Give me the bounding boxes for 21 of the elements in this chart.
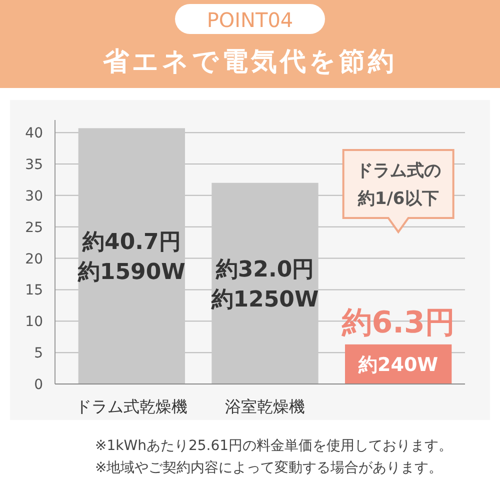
text: ※1kWhあたり25.61円の料金単価を使用しております。 <box>95 438 453 454</box>
y-tick-label: 5 <box>34 346 43 362</box>
chart-title: 省エネで電気代を節約 <box>102 47 397 77</box>
bar <box>78 128 185 384</box>
y-tick-label: 35 <box>25 157 43 173</box>
y-tick-label: 25 <box>25 220 43 236</box>
data-label: 約40.7円約1590W <box>76 230 186 286</box>
y-tick-label: 0 <box>34 377 43 393</box>
y-tick-label: 40 <box>25 126 43 142</box>
y-tick-label: 10 <box>25 314 43 330</box>
y-tick-label: 15 <box>25 282 43 299</box>
chart-subtitle: POINT04 <box>206 8 294 32</box>
bar <box>212 182 318 384</box>
text: ※地域やご契約内容によって変動する場合があります。 <box>95 460 443 476</box>
x-tick-label: 浴室乾燥機 <box>225 397 305 416</box>
y-tick-label: 30 <box>25 188 43 204</box>
y-tick-label: 20 <box>25 251 43 268</box>
annotation: ドラム式の約1/6以下 <box>356 161 441 209</box>
data-label: 約6.3円約240W <box>340 305 455 376</box>
data-label: 約32.0円約1250W <box>210 257 319 312</box>
x-tick-label: ドラム式乾燥機 <box>76 397 188 416</box>
